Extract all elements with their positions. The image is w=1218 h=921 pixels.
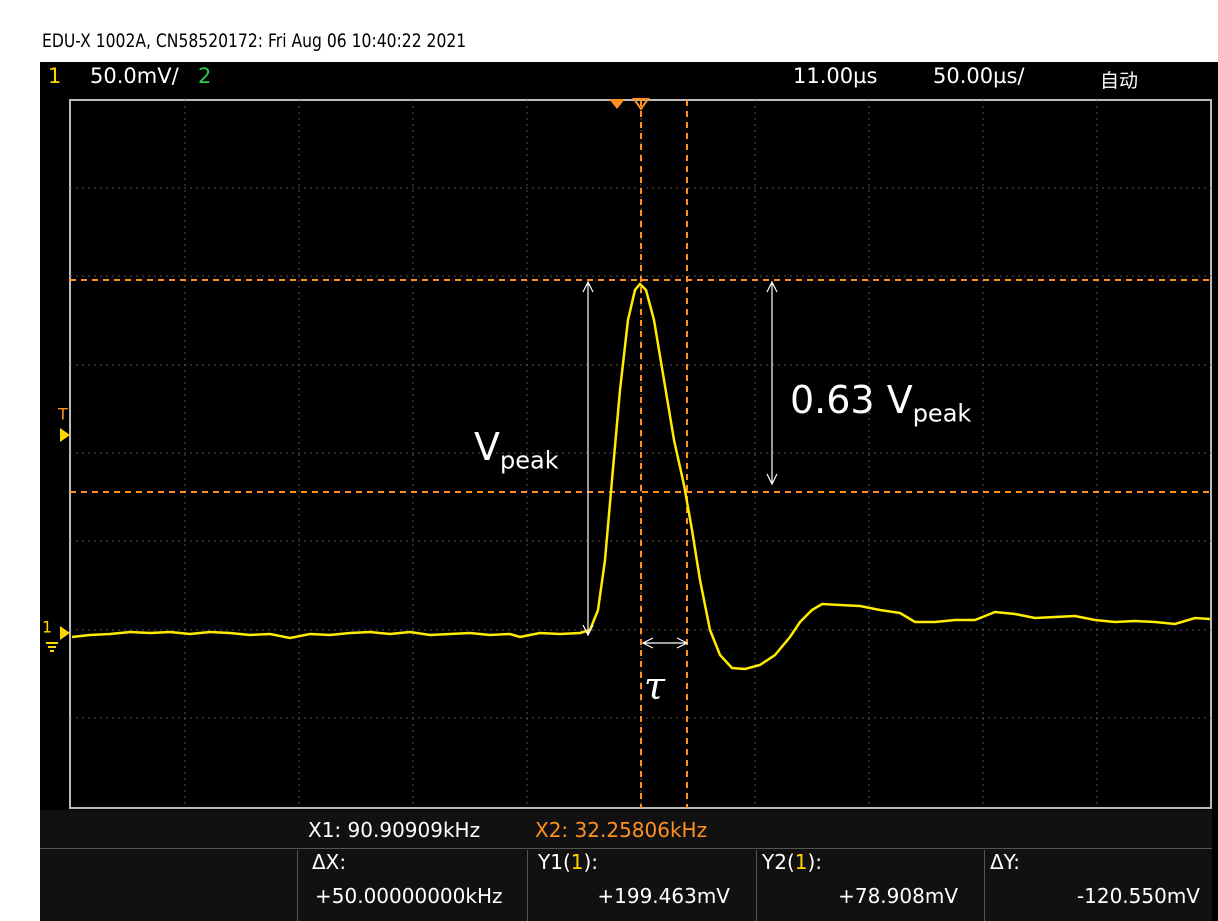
x1-readout: X1: 90.90909kHz bbox=[308, 818, 480, 842]
waveform-trace bbox=[71, 282, 1211, 671]
y1-channel: 1 bbox=[570, 850, 584, 874]
acquisition-mode: 自动 bbox=[1100, 70, 1139, 92]
ground-marker bbox=[60, 626, 70, 640]
dy-label: ΔY: bbox=[990, 850, 1020, 874]
channel2-indicator: 2 bbox=[198, 64, 212, 88]
header-title: EDU-X 1002A, CN58520172: Fri Aug 06 10:4… bbox=[42, 30, 467, 52]
y2-label: Y2(1): bbox=[762, 850, 822, 874]
y1-suffix: ): bbox=[583, 850, 599, 874]
y2-prefix: Y2( bbox=[762, 850, 795, 874]
y2-suffix: ): bbox=[807, 850, 823, 874]
timebase: 50.00µs/ bbox=[933, 64, 1025, 88]
dx-label: ΔX: bbox=[312, 850, 347, 874]
channel1-ground-label: 1 bbox=[42, 618, 52, 637]
v-063-label: 0.63 Vpeak bbox=[790, 378, 971, 428]
cursor-lines bbox=[70, 100, 1211, 808]
horizontal-delay: 11.00µs bbox=[793, 64, 878, 88]
dx-value: +50.00000000kHz bbox=[315, 884, 503, 908]
ground-symbol bbox=[46, 642, 58, 652]
y2-channel: 1 bbox=[794, 850, 808, 874]
status-bar bbox=[40, 62, 1218, 98]
channel1-indicator: 1 bbox=[48, 64, 62, 88]
trigger-level-marker bbox=[60, 428, 70, 442]
channel1-scale: 50.0mV/ bbox=[90, 64, 179, 88]
x1-label: X1: bbox=[308, 818, 342, 842]
dy-value: -120.550mV bbox=[1076, 884, 1200, 908]
y1-prefix: Y1( bbox=[538, 850, 571, 874]
trigger-position-marker bbox=[609, 99, 625, 109]
trigger-label: T bbox=[57, 405, 68, 424]
x2-label: X2: bbox=[535, 818, 569, 842]
v-063-main: 0.63 V bbox=[790, 378, 913, 422]
tau-label: τ bbox=[644, 664, 666, 708]
x2-readout: X2: 32.25806kHz bbox=[535, 818, 707, 842]
x1-value: 90.90909kHz bbox=[347, 818, 481, 842]
panel-divider bbox=[40, 848, 1212, 849]
y1-value: +199.463mV bbox=[597, 884, 730, 908]
cursor-panel bbox=[40, 810, 1212, 921]
v-peak-label: Vpeak bbox=[474, 425, 559, 475]
x2-value: 32.25806kHz bbox=[574, 818, 708, 842]
y2-value: +78.908mV bbox=[838, 884, 958, 908]
cursor-marker bbox=[632, 98, 650, 111]
annotation-arrows bbox=[582, 280, 778, 649]
v-peak-main: V bbox=[474, 425, 500, 469]
v-peak-sub: peak bbox=[500, 446, 559, 475]
v-063-sub: peak bbox=[912, 399, 972, 428]
y1-label: Y1(1): bbox=[538, 850, 598, 874]
